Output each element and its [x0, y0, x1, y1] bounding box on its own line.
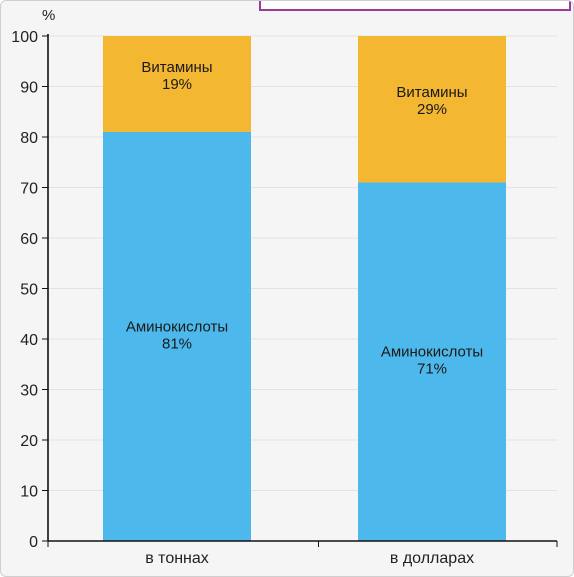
- bar-segment: [103, 131, 251, 541]
- axis-layer: 0 10 20 30 40 50 60 70 80 90 100 в тоннах в долларах: [11, 29, 558, 567]
- bar-segment: [358, 182, 506, 541]
- y-tick-label: 100: [11, 29, 38, 46]
- data-label-name: Аминокислоты: [126, 318, 228, 335]
- bar-segment: [103, 36, 251, 132]
- y-tick-label: 20: [20, 433, 38, 450]
- bar-segment: [358, 36, 506, 183]
- x-category-label: в долларах: [390, 550, 474, 567]
- y-tick-label: 40: [20, 332, 38, 349]
- y-tick-label: 0: [29, 534, 38, 551]
- y-unit-label: %: [42, 7, 55, 24]
- y-tick-label: 90: [20, 80, 38, 97]
- y-tick-label: 60: [20, 231, 38, 248]
- data-label-value: 29%: [417, 101, 447, 118]
- data-label-value: 71%: [417, 361, 447, 378]
- x-category-label: в тоннах: [145, 550, 209, 567]
- y-tick-label: 80: [20, 130, 38, 147]
- data-label-value: 19%: [162, 76, 192, 93]
- y-tick-label: 10: [20, 484, 38, 501]
- data-label-name: Аминокислоты: [381, 344, 483, 361]
- bars-layer: [103, 36, 506, 541]
- y-tick-label: 50: [20, 282, 38, 299]
- labels-layer: Аминокислоты81%Витамины19%Аминокислоты71…: [126, 59, 483, 378]
- data-label-name: Витамины: [141, 59, 212, 76]
- y-tick-label: 30: [20, 383, 38, 400]
- data-label-name: Витамины: [396, 84, 467, 101]
- y-tick-label: 70: [20, 181, 38, 198]
- data-label-value: 81%: [162, 335, 192, 352]
- legend-box: [259, 1, 571, 11]
